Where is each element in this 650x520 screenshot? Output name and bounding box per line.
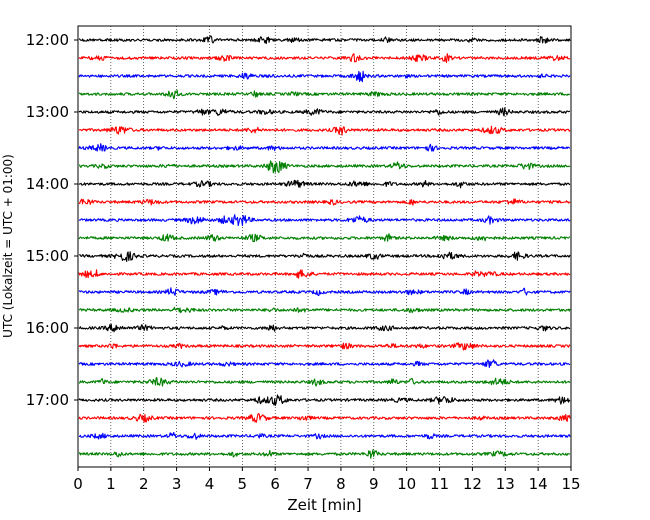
- x-tick-label: 9: [369, 475, 379, 493]
- trace-1315: [78, 125, 571, 136]
- x-tick-label: 2: [139, 475, 149, 493]
- x-axis-label: Zeit [min]: [287, 496, 361, 514]
- trace-1330: [78, 143, 571, 152]
- trace-group: [78, 35, 571, 459]
- trace-1645: [78, 377, 571, 387]
- trace-1215: [78, 53, 571, 63]
- trace-1545: [78, 306, 571, 314]
- x-tick-label: 15: [561, 475, 580, 493]
- trace-1300: [78, 107, 571, 117]
- trace-1200: [78, 35, 571, 45]
- y-tick-label: 12:00: [26, 31, 69, 49]
- trace-1700: [78, 394, 571, 406]
- trace-1715: [78, 412, 571, 423]
- trace-1630: [78, 359, 571, 368]
- trace-1515: [78, 269, 571, 279]
- x-tick-label: 12: [463, 475, 482, 493]
- trace-1615: [78, 342, 571, 351]
- y-tick-label: 13:00: [26, 103, 69, 121]
- trace-1730: [78, 431, 571, 440]
- x-tick-label: 11: [430, 475, 449, 493]
- x-tick-label: 1: [106, 475, 116, 493]
- y-tick-label: 15:00: [26, 247, 69, 265]
- plot-frame: [77, 25, 572, 468]
- trace-1530: [78, 287, 571, 296]
- trace-1345: [78, 160, 571, 174]
- trace-1230: [78, 70, 571, 83]
- x-tick-label: 8: [336, 475, 346, 493]
- x-tick-label: 5: [238, 475, 248, 493]
- axis-ticks: 0 1 2 3 4 5 6 7 8 9 10 11 12 13 14 1512:0013:0014:0015:…: [26, 31, 581, 493]
- x-tick-label: 6: [270, 475, 280, 493]
- y-tick-label: 17:00: [26, 391, 69, 409]
- x-tick-label: 0: [73, 475, 83, 493]
- trace-1430: [78, 214, 571, 227]
- x-tick-label: 3: [172, 475, 182, 493]
- y-axis-label: UTC (Lokalzeit = UTC + 01:00): [1, 154, 15, 338]
- trace-1600: [78, 323, 571, 333]
- x-tick-label: 14: [529, 475, 548, 493]
- trace-1745: [78, 449, 571, 459]
- x-tick-label: 4: [205, 475, 215, 493]
- trace-1415: [78, 198, 571, 206]
- trace-1245: [78, 89, 571, 100]
- y-tick-label: 16:00: [26, 319, 69, 337]
- x-tick-label: 10: [397, 475, 416, 493]
- y-tick-label: 14:00: [26, 175, 69, 193]
- x-tick-label: 7: [303, 475, 313, 493]
- trace-1400: [78, 179, 571, 189]
- trace-1445: [78, 233, 571, 243]
- trace-1500: [78, 251, 571, 262]
- x-tick-label: 13: [496, 475, 515, 493]
